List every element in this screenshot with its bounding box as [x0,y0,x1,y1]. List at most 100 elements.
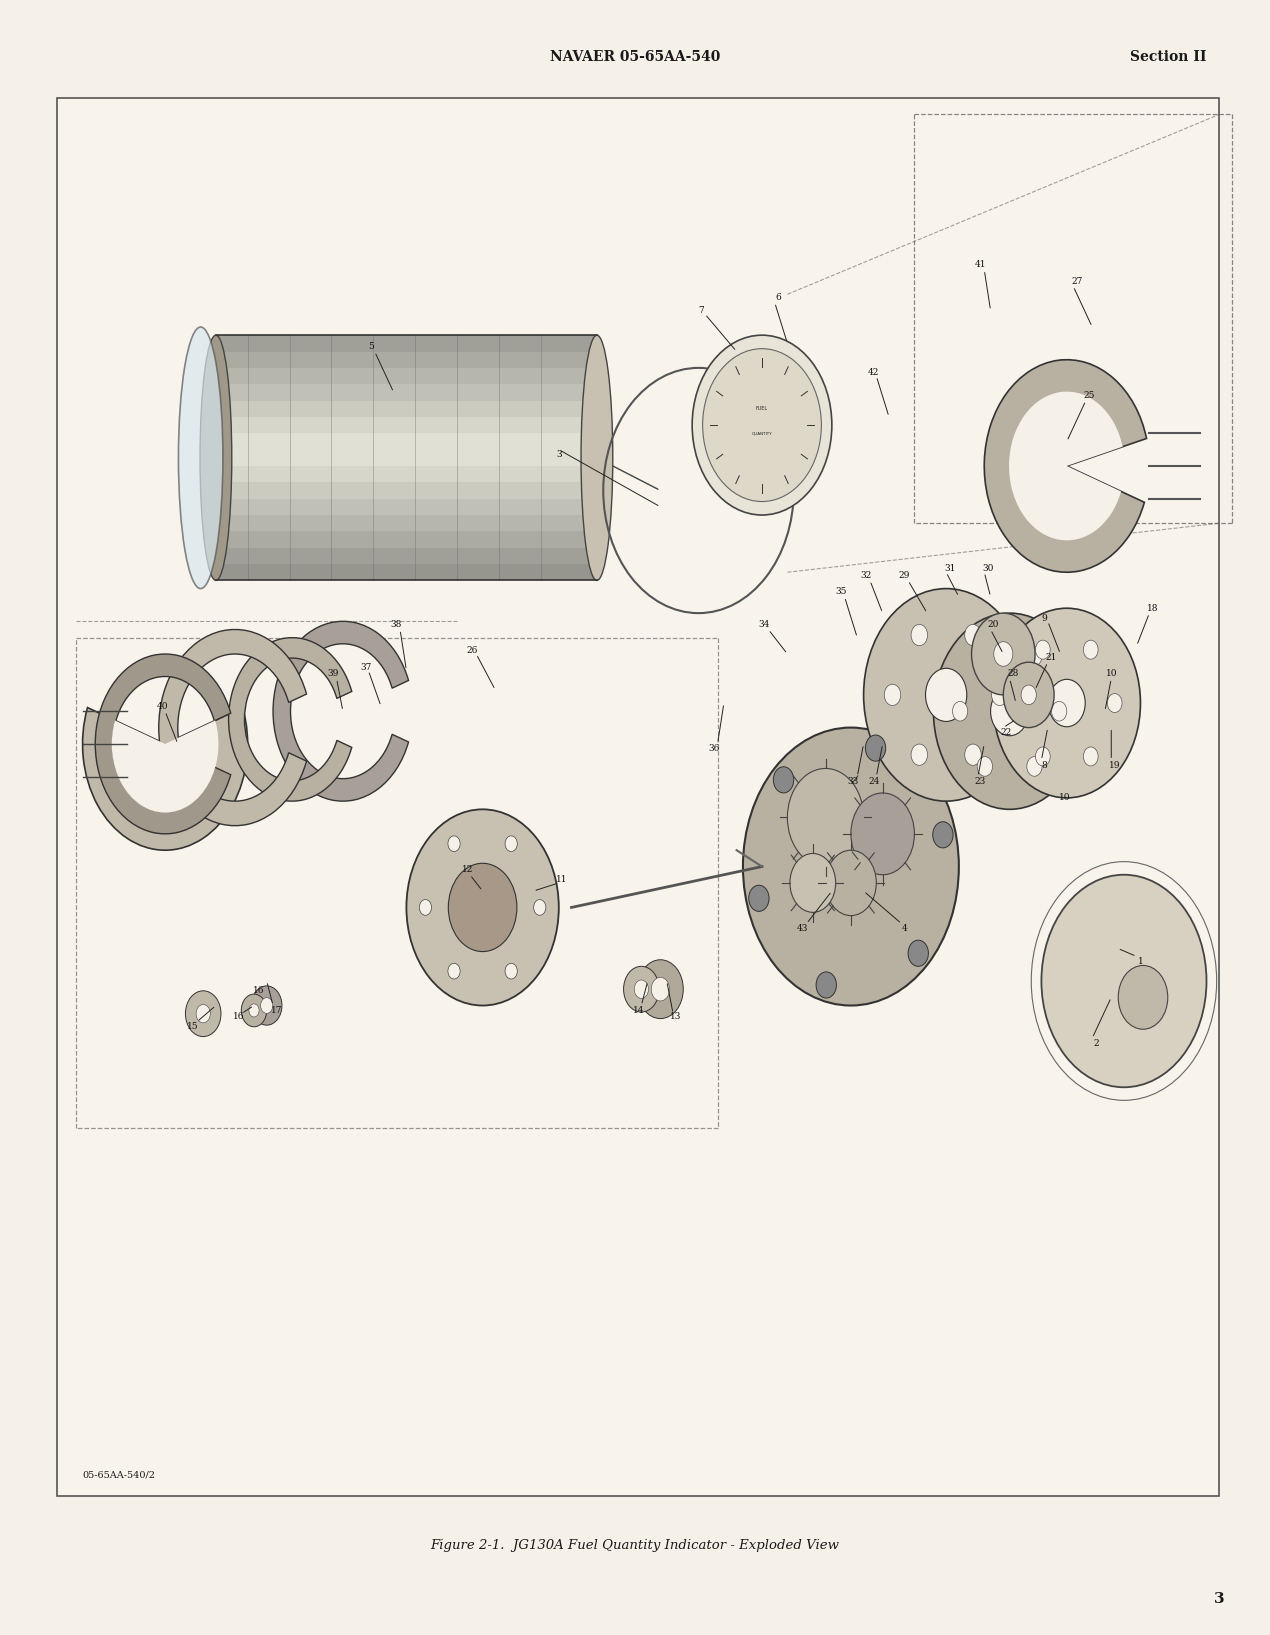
Text: 39: 39 [328,669,338,679]
Circle shape [1035,747,1050,765]
Text: 20: 20 [988,620,998,629]
Text: 21: 21 [1046,652,1057,662]
Text: 41: 41 [974,260,987,270]
Circle shape [448,835,460,852]
Bar [216,433,597,450]
Bar [216,515,597,531]
Text: 19: 19 [1109,760,1121,770]
Text: 10: 10 [1058,793,1071,803]
Text: 43: 43 [798,924,808,934]
Circle shape [972,613,1035,695]
Circle shape [249,1004,259,1017]
Circle shape [1026,646,1041,665]
Circle shape [638,960,683,1019]
Circle shape [1049,680,1085,726]
Wedge shape [1010,392,1123,540]
Ellipse shape [580,335,612,580]
Circle shape [634,979,649,999]
Text: 7: 7 [698,306,704,316]
Bar [216,482,597,499]
Circle shape [965,625,982,646]
Text: 25: 25 [1083,391,1096,401]
Circle shape [911,744,927,765]
Text: 05-65AA-540/2: 05-65AA-540/2 [83,1470,155,1480]
Circle shape [865,736,885,762]
Circle shape [505,835,517,852]
Text: QUANTITY: QUANTITY [752,432,772,435]
Wedge shape [159,629,306,826]
Circle shape [692,335,832,515]
Bar [216,564,597,580]
Text: 16: 16 [232,1012,245,1022]
Wedge shape [112,721,218,813]
Circle shape [1118,965,1168,1030]
Bar [216,548,597,564]
Text: 37: 37 [361,662,371,672]
Circle shape [251,986,282,1025]
Ellipse shape [199,335,231,580]
Circle shape [926,669,966,721]
Circle shape [743,728,959,1006]
Circle shape [652,978,669,1001]
Text: 26: 26 [467,646,478,656]
Text: Figure 2-1.  JG130A Fuel Quantity Indicator - Exploded View: Figure 2-1. JG130A Fuel Quantity Indicat… [431,1539,839,1552]
Circle shape [851,793,914,875]
Circle shape [624,966,659,1012]
Circle shape [241,994,267,1027]
Text: 30: 30 [983,564,993,574]
Text: 32: 32 [861,571,871,580]
Circle shape [185,991,221,1037]
Circle shape [908,940,928,966]
Text: 29: 29 [899,571,909,580]
FancyBboxPatch shape [57,98,1219,1496]
Circle shape [932,822,952,849]
Circle shape [994,641,1013,667]
Circle shape [260,997,273,1014]
Text: 34: 34 [759,620,770,629]
Bar [216,401,597,417]
Circle shape [993,608,1140,798]
Ellipse shape [178,327,224,589]
Circle shape [864,589,1029,801]
Text: 28: 28 [1008,669,1019,679]
Text: 16: 16 [253,986,265,996]
Text: 24: 24 [869,777,879,786]
Circle shape [1035,641,1050,659]
Text: 31: 31 [945,564,955,574]
Text: 1: 1 [1138,956,1143,966]
Bar [216,335,597,352]
Wedge shape [984,360,1147,572]
Text: 33: 33 [848,777,859,786]
Circle shape [448,963,460,979]
Text: 22: 22 [1001,728,1011,737]
Text: 12: 12 [462,865,472,875]
Text: 23: 23 [975,777,986,786]
Text: 3: 3 [556,450,561,459]
Circle shape [1107,693,1121,713]
FancyBboxPatch shape [241,352,597,564]
Text: 35: 35 [834,587,847,597]
Text: 10: 10 [1105,669,1118,679]
Circle shape [826,850,876,916]
Text: 2: 2 [1093,1038,1099,1048]
Text: 13: 13 [671,1012,681,1022]
Circle shape [1021,685,1036,705]
Circle shape [911,625,927,646]
Text: 38: 38 [391,620,401,629]
Text: 6: 6 [776,293,781,302]
Circle shape [702,348,822,502]
Circle shape [1026,757,1041,777]
Text: Section II: Section II [1130,51,1206,64]
Text: 27: 27 [1072,276,1082,286]
Bar [216,531,597,548]
Circle shape [1083,641,1099,659]
Circle shape [1041,875,1206,1087]
Text: FUEL: FUEL [756,405,768,412]
Text: 18: 18 [1147,603,1160,613]
Text: 15: 15 [187,1022,199,1032]
Text: 4: 4 [902,924,907,934]
Circle shape [884,683,900,706]
Bar [216,384,597,401]
Circle shape [991,687,1029,736]
Bar [216,417,597,433]
